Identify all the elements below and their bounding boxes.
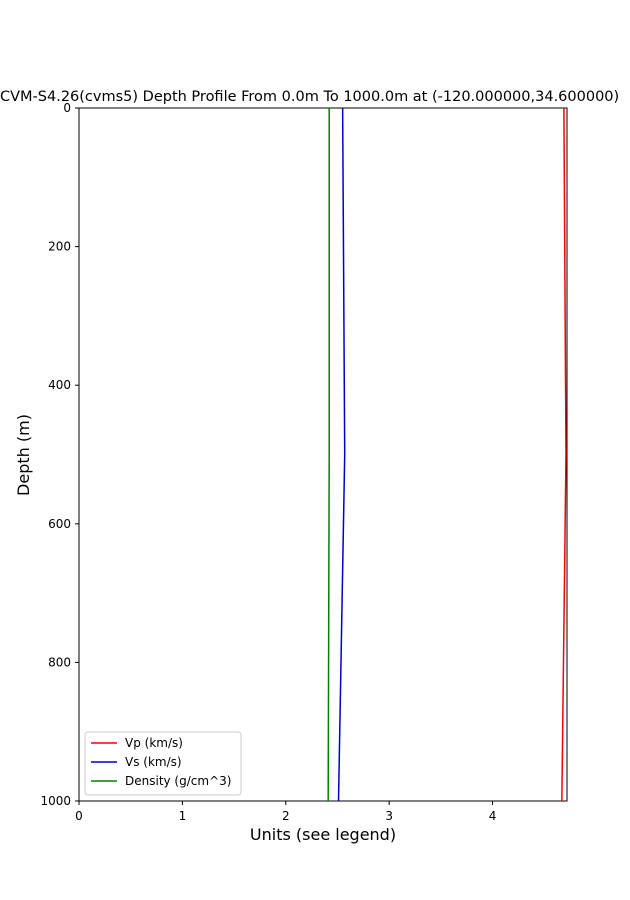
series-layer xyxy=(327,107,567,802)
y-tick-label: 400 xyxy=(48,378,71,392)
y-tick-label: 0 xyxy=(63,101,71,115)
series-line-0 xyxy=(561,107,567,802)
legend: Vp (km/s) Vs (km/s) Density (g/cm^3) xyxy=(84,731,242,796)
x-tick-label: 3 xyxy=(385,809,393,823)
plot-area xyxy=(78,107,568,802)
legend-label-1: Vs (km/s) xyxy=(125,755,182,769)
legend-label-0: Vp (km/s) xyxy=(125,736,183,750)
y-axis-ticks: 0 200 400 600 800 1000 xyxy=(40,101,79,808)
x-tick-label: 4 xyxy=(489,809,497,823)
x-tick-label: 0 xyxy=(75,809,83,823)
legend-label-2: Density (g/cm^3) xyxy=(125,774,231,788)
x-axis-ticks: 0 1 2 3 4 xyxy=(75,801,496,823)
x-tick-label: 1 xyxy=(179,809,187,823)
legend-box xyxy=(84,731,242,796)
series-line-1 xyxy=(337,107,346,802)
y-tick-label: 1000 xyxy=(40,794,71,808)
series-line-2 xyxy=(327,108,330,802)
x-axis-label: Units (see legend) xyxy=(250,825,396,844)
y-tick-label: 200 xyxy=(48,240,71,254)
plot-frame xyxy=(78,107,568,802)
y-axis-label: Depth (m) xyxy=(14,414,33,496)
x-tick-label: 2 xyxy=(282,809,290,823)
y-tick-label: 600 xyxy=(48,517,71,531)
chart-title: CVM-S4.26(cvms5) Depth Profile From 0.0m… xyxy=(0,89,619,105)
y-tick-label: 800 xyxy=(48,655,71,669)
